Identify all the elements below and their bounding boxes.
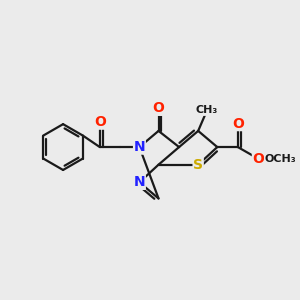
Text: S: S <box>193 158 203 172</box>
Text: OCH₃: OCH₃ <box>265 154 296 164</box>
Text: O: O <box>252 152 264 166</box>
Text: N: N <box>134 140 145 154</box>
Text: O: O <box>153 101 164 115</box>
Text: CH₃: CH₃ <box>196 105 218 115</box>
Text: O: O <box>94 115 106 129</box>
Text: N: N <box>134 175 145 189</box>
Text: O: O <box>232 117 244 130</box>
